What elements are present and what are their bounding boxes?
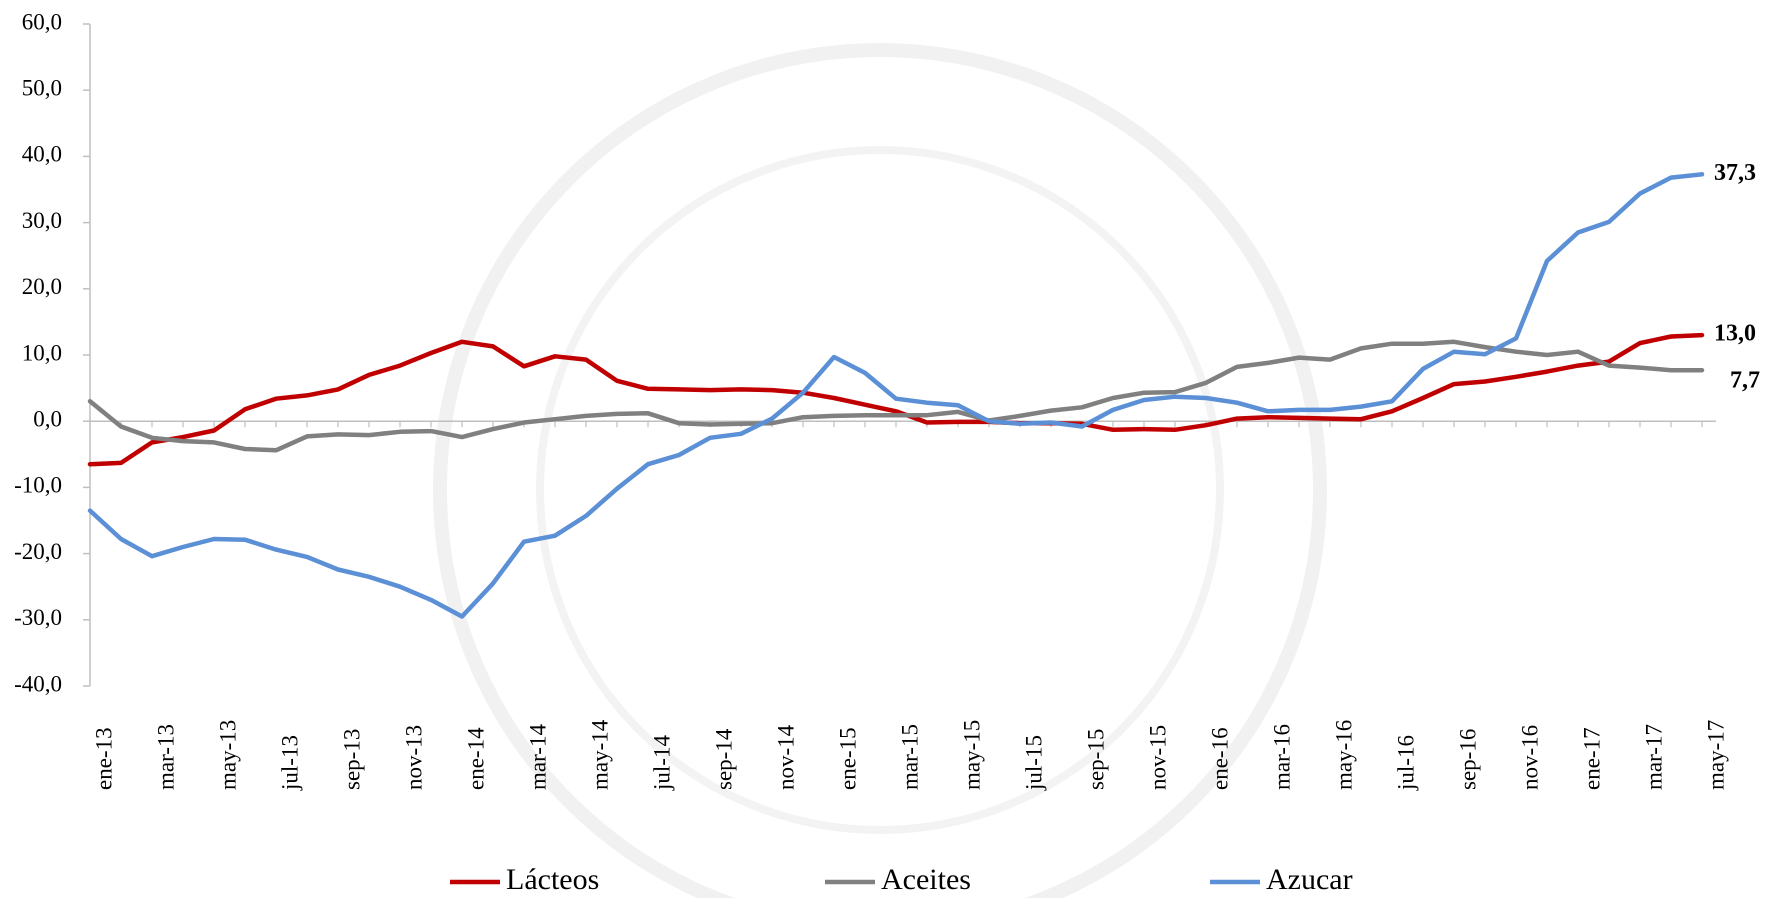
x-tick-label: sep-13: [339, 729, 364, 790]
y-tick-label: 60,0: [22, 9, 62, 34]
x-tick-label: jul-15: [1021, 735, 1046, 791]
x-tick-label: jul-16: [1393, 735, 1418, 791]
x-tick-label: ene-17: [1579, 727, 1604, 790]
x-tick-label: ene-14: [463, 727, 488, 790]
x-tick-label: jul-13: [277, 735, 302, 791]
x-tick-label: may-14: [587, 719, 612, 790]
y-tick-label: 50,0: [22, 75, 62, 100]
x-tick-label: mar-16: [1269, 724, 1294, 790]
x-tick-label: mar-17: [1641, 724, 1666, 790]
x-tick-label: nov-13: [401, 725, 426, 790]
chart: -40,0 -30,0 -20,0 -10,0 0,0 10,0 20,0 30,0 40,0 5…: [0, 0, 1767, 898]
x-tick-label: nov-16: [1517, 725, 1542, 790]
legend-label: Aceites: [881, 863, 971, 896]
legend-label: Lácteos: [506, 863, 599, 896]
x-tick-label: mar-14: [525, 724, 550, 790]
x-tick-label: mar-15: [897, 724, 922, 790]
y-tick-label: 10,0: [22, 340, 62, 365]
x-tick-label: mar-13: [153, 724, 178, 790]
x-tick-label: sep-14: [711, 728, 736, 790]
y-tick-label: 0,0: [33, 406, 62, 431]
y-tick-label: -10,0: [14, 473, 62, 498]
x-tick-label: ene-13: [91, 727, 116, 790]
y-tick-label: 40,0: [22, 142, 62, 167]
x-tick-label: sep-15: [1083, 729, 1108, 790]
x-tick-label: nov-15: [1145, 725, 1170, 790]
legend-label: Azucar: [1266, 863, 1353, 896]
x-tick-label: jul-14: [649, 735, 674, 791]
y-tick-label: 30,0: [22, 208, 62, 233]
x-tick-label: may-13: [215, 720, 240, 790]
end-label: 37,3: [1714, 160, 1756, 186]
x-tick-label: may-17: [1703, 720, 1728, 790]
x-tick-label: may-15: [959, 720, 984, 790]
page: -40,0 -30,0 -20,0 -10,0 0,0 10,0 20,0 30,0 40,0 5…: [0, 0, 1767, 898]
y-tick-label: -40,0: [14, 671, 62, 696]
end-label: 7,7: [1730, 368, 1760, 394]
y-tick-label: -30,0: [14, 605, 62, 630]
end-label: 13,0: [1714, 321, 1756, 347]
x-tick-label: sep-16: [1455, 729, 1480, 790]
y-tick-label: 20,0: [22, 274, 62, 299]
x-tick-label: nov-14: [773, 724, 798, 790]
x-tick-label: may-16: [1331, 720, 1356, 790]
x-tick-label: ene-15: [835, 727, 860, 790]
x-tick-label: ene-16: [1207, 727, 1232, 790]
y-tick-label: -20,0: [14, 539, 62, 564]
